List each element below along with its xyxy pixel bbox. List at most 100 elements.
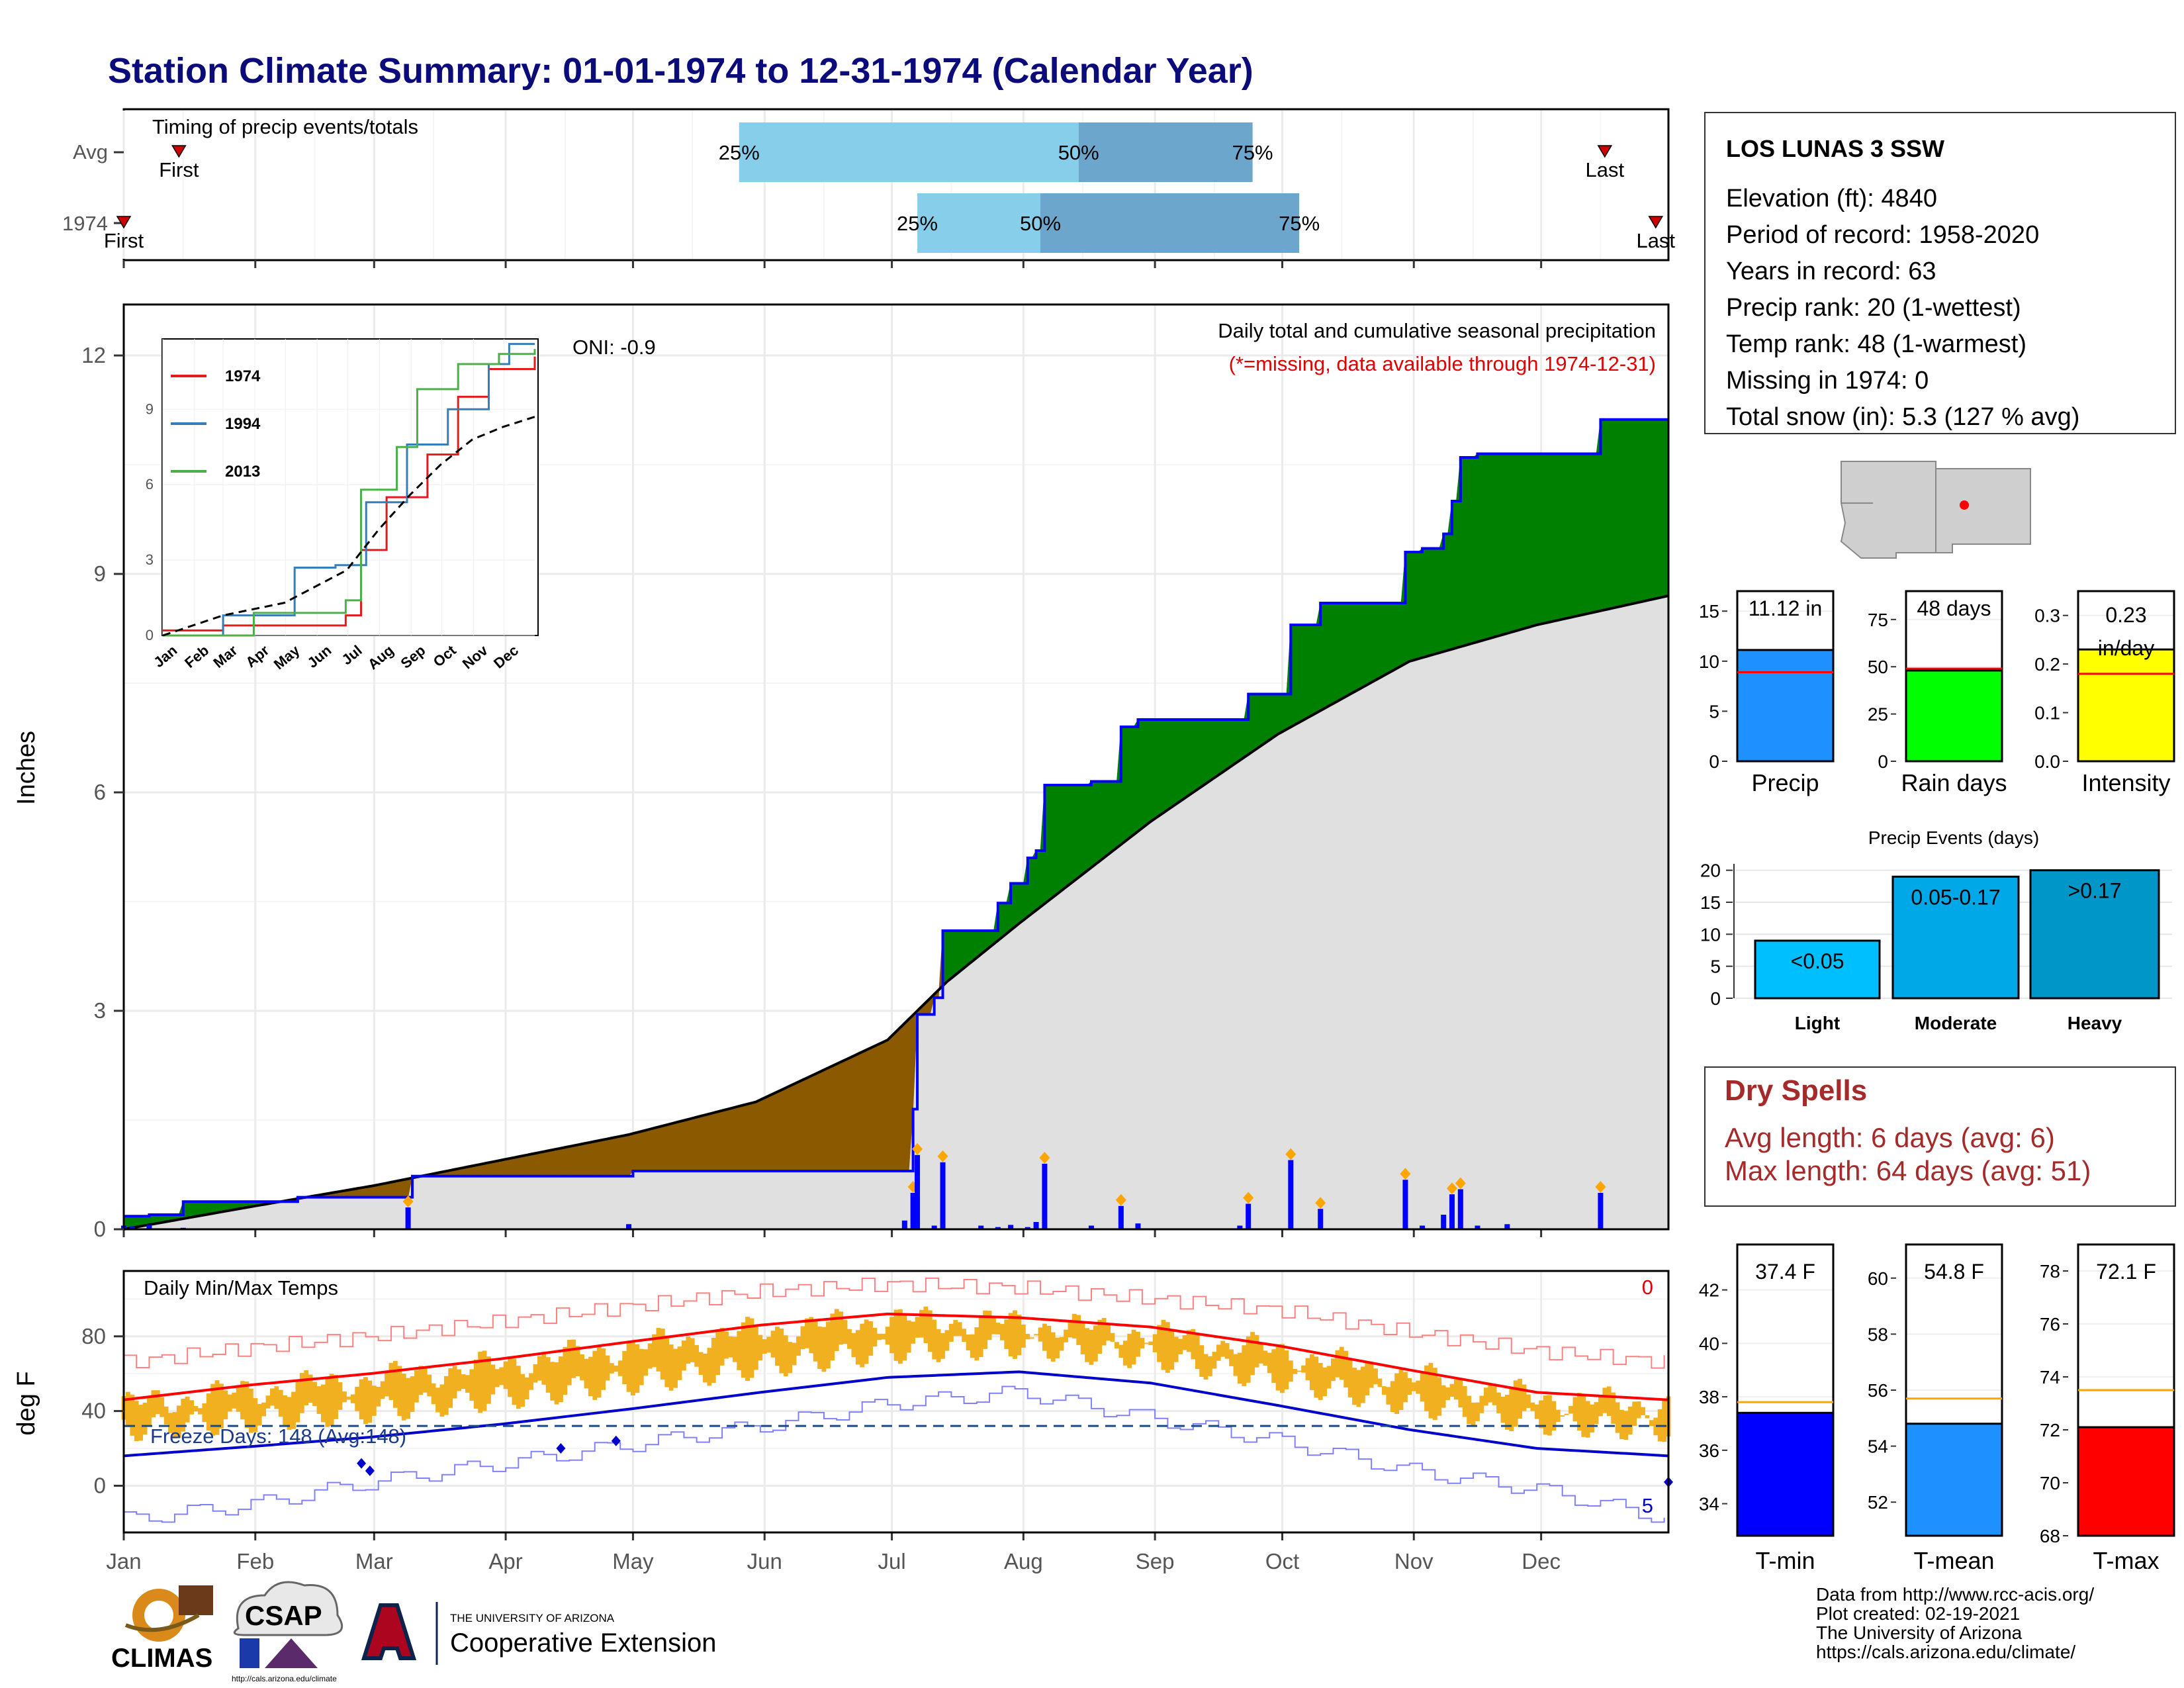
surplus-area <box>1532 453 1537 627</box>
daily-temp-bar <box>1356 1370 1361 1407</box>
y-tick-label: 12 <box>81 343 106 367</box>
y-tick-label: 0 <box>94 1217 106 1241</box>
daily-precip-bar <box>1135 1223 1141 1229</box>
daily-temp-bar <box>1301 1365 1306 1373</box>
daily-temp-bar <box>1293 1368 1298 1374</box>
daily-temp-bar <box>1432 1368 1437 1421</box>
daily-temp-bar <box>1522 1384 1527 1411</box>
daily-precip-bar <box>1246 1203 1251 1229</box>
daily-temp-bar <box>1352 1368 1357 1405</box>
daily-temp-bar <box>227 1394 232 1412</box>
summary-category-label: Rain days <box>1901 769 2007 796</box>
daily-temp-bar <box>1004 1319 1009 1349</box>
surplus-area <box>1579 453 1584 616</box>
svg-text:CLIMAS: CLIMAS <box>111 1644 212 1673</box>
month-tick-label: Mar <box>355 1549 393 1573</box>
surplus-area <box>1651 419 1657 600</box>
deficit-area <box>387 1182 392 1197</box>
inset-frame-bg <box>161 338 539 636</box>
surplus-area <box>1388 602 1393 674</box>
daily-temp-bar <box>385 1371 389 1397</box>
daily-temp-bar <box>550 1362 555 1401</box>
y-tick-label: 40 <box>1699 1333 1719 1354</box>
daily-temp-bar <box>1152 1334 1158 1352</box>
daily-temp-bar <box>932 1319 937 1360</box>
heavy-precip-marker <box>1400 1168 1411 1180</box>
surplus-area <box>1150 719 1156 822</box>
daily-temp-bar <box>1441 1385 1446 1408</box>
daily-precip-bar <box>405 1207 411 1229</box>
daily-temp-bar <box>342 1391 347 1403</box>
daily-temp-bar <box>478 1352 483 1413</box>
daily-temp-bar <box>1173 1336 1179 1362</box>
daily-temp-bar <box>545 1357 551 1393</box>
daily-precip-bar <box>1441 1215 1447 1229</box>
deficit-area <box>823 1067 829 1172</box>
month-tick-label: Feb <box>236 1549 274 1573</box>
daily-temp-bar <box>800 1326 805 1350</box>
daily-temp-bar <box>1407 1378 1412 1395</box>
surplus-area <box>1520 453 1525 630</box>
deficit-area <box>807 1075 812 1172</box>
daily-temp-bar <box>643 1349 649 1376</box>
daily-temp-bar <box>291 1391 296 1429</box>
deficit-area <box>900 1023 905 1172</box>
daily-temp-bar <box>439 1384 445 1417</box>
surplus-area <box>1282 694 1287 732</box>
daily-temp-bar <box>410 1376 415 1412</box>
daily-temp-bar <box>1127 1333 1132 1368</box>
daily-temp-bar <box>639 1348 644 1385</box>
daily-temp-bar <box>1267 1352 1272 1374</box>
daily-temp-bar <box>261 1402 266 1417</box>
daily-precip-bar <box>1449 1194 1455 1229</box>
daily-temp-bar <box>1551 1401 1557 1430</box>
dry-spells-avg: Avg length: 6 days (avg: 6) <box>1725 1122 2055 1153</box>
month-tick-label: Nov <box>1394 1549 1433 1573</box>
footer-line: https://cals.arizona.edu/climate/ <box>1816 1642 2075 1662</box>
surplus-area <box>1349 602 1355 695</box>
surplus-area <box>1138 719 1143 832</box>
daily-temp-bar <box>1526 1394 1531 1408</box>
deficit-area <box>836 1061 841 1172</box>
daily-temp-bar <box>762 1339 767 1354</box>
surplus-area <box>1384 602 1389 676</box>
daily-temp-bar <box>308 1374 313 1403</box>
summary-bar <box>1905 669 2003 763</box>
surplus-area <box>1180 719 1185 802</box>
deficit-area <box>607 1137 612 1176</box>
daily-temp-bar <box>219 1383 224 1429</box>
summary-value-label: 48 days <box>1917 596 1991 620</box>
surplus-area <box>1298 624 1304 723</box>
surplus-area <box>1240 719 1245 761</box>
daily-temp-bar <box>406 1378 411 1419</box>
daily-temp-bar <box>1297 1370 1302 1372</box>
daily-temp-bar <box>1576 1393 1582 1431</box>
daily-temp-bar <box>240 1381 245 1420</box>
deficit-area <box>633 1132 638 1172</box>
daily-precip-bar <box>995 1227 1001 1229</box>
deficit-area <box>666 1123 672 1172</box>
daily-temp-bar <box>1462 1385 1467 1417</box>
daily-precip-bar <box>1420 1225 1426 1229</box>
surplus-area <box>1617 419 1622 608</box>
surplus-area <box>1625 419 1631 606</box>
daily-temp-bar <box>248 1388 253 1433</box>
daily-temp-bar <box>1271 1349 1277 1383</box>
daily-temp-bar <box>1118 1344 1124 1358</box>
deficit-area <box>811 1073 816 1172</box>
daily-temp-bar <box>1080 1321 1085 1354</box>
deficit-area <box>619 1135 625 1176</box>
daily-temp-bar <box>469 1369 475 1401</box>
daily-temp-bar <box>1326 1366 1332 1389</box>
daily-temp-bar <box>1483 1387 1488 1406</box>
daily-temp-bar <box>1064 1329 1068 1342</box>
dry-spells-max: Max length: 64 days (avg: 51) <box>1725 1155 2091 1186</box>
daily-temp-bar <box>1471 1402 1476 1426</box>
daily-temp-bar <box>1071 1313 1077 1338</box>
daily-temp-bar <box>978 1317 983 1358</box>
daily-temp-bar <box>448 1368 453 1408</box>
daily-temp-bar <box>1259 1343 1263 1364</box>
daily-temp-bar <box>715 1329 721 1376</box>
surplus-area <box>1133 718 1138 835</box>
daily-temp-bar <box>944 1330 950 1351</box>
